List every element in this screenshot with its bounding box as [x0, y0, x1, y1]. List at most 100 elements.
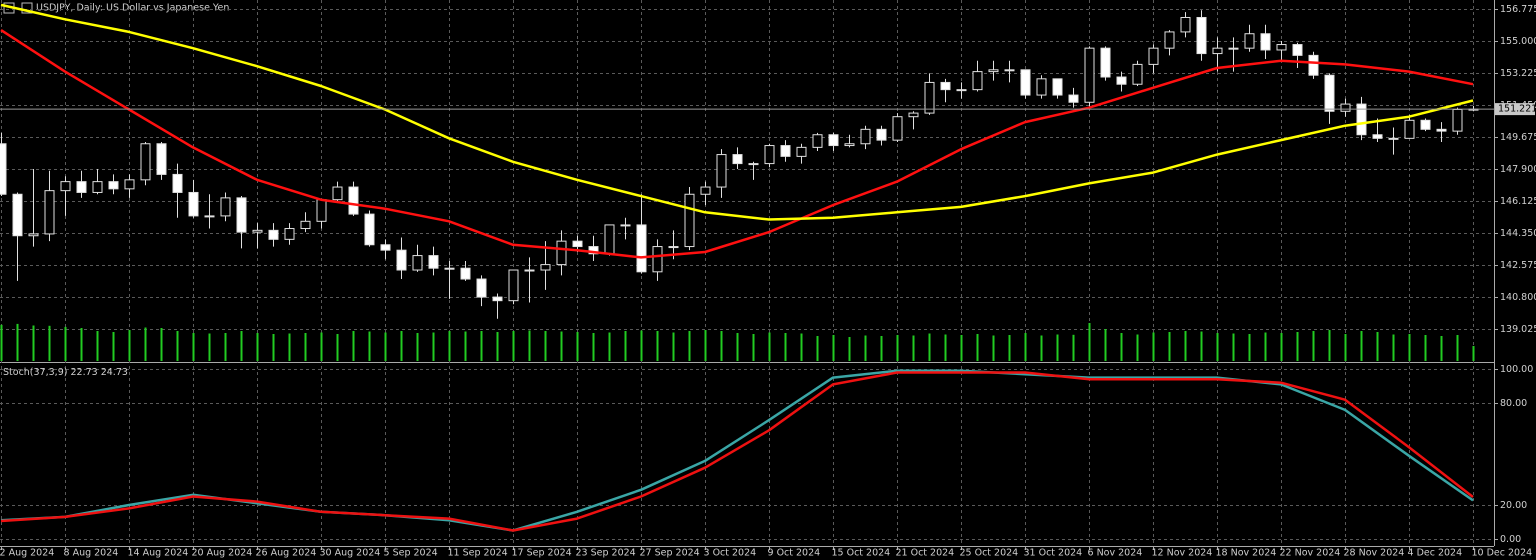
candle-body — [252, 229, 263, 233]
grid — [0, 0, 1494, 546]
candle-body — [540, 264, 551, 271]
candle-body — [1100, 47, 1111, 78]
stoch-signal-value: 24.73 — [101, 367, 128, 378]
stoch-header: Stoch(37,3,9) 22.73 24.73 — [3, 367, 128, 378]
candle-body — [1420, 119, 1431, 130]
candle-body — [812, 134, 823, 148]
candle-body — [1116, 76, 1127, 85]
candle-body — [908, 112, 919, 118]
candle-body — [572, 240, 583, 248]
candle-body — [732, 154, 743, 165]
candle-body — [828, 134, 839, 147]
candle-body — [748, 163, 759, 166]
candle-body — [0, 143, 7, 195]
candle-body — [108, 181, 119, 190]
x-tick-label: 11 Sep 2024 — [448, 548, 508, 559]
candle-body — [684, 193, 695, 248]
x-tick-label: 12 Nov 2024 — [1152, 548, 1213, 559]
candle-body — [652, 246, 663, 273]
candle-body — [716, 154, 727, 188]
moving-average — [0, 29, 1474, 259]
bid-label: 151.221 — [1498, 104, 1536, 115]
candle-body — [1356, 103, 1367, 136]
chart-title: USDJPY, Daily: US Dollar vs Japanese Yen — [36, 3, 229, 14]
x-tick-label: 31 Oct 2024 — [1024, 548, 1083, 559]
x-tick-label: 9 Oct 2024 — [768, 548, 821, 559]
candle-body — [1148, 47, 1159, 65]
candle-body — [396, 249, 407, 271]
candle-body — [156, 143, 167, 175]
y-tick-label: 100.00 — [1500, 364, 1533, 375]
candle-body — [876, 128, 887, 141]
y-tick-label: 149.675 — [1500, 132, 1536, 143]
y-tick-label: 80.00 — [1500, 398, 1527, 409]
stoch-main-value: 22.73 — [70, 367, 97, 378]
candle-body — [1388, 137, 1399, 140]
candle-body — [1340, 103, 1351, 112]
candle-body — [92, 181, 103, 193]
candle-body — [588, 246, 599, 255]
y-tick-label: 144.350 — [1500, 228, 1536, 239]
candle-body — [1164, 31, 1175, 49]
x-tick-label: 18 Nov 2024 — [1216, 548, 1277, 559]
candle-body — [796, 146, 807, 157]
y-tick-label: 146.125 — [1500, 196, 1536, 207]
candle-body — [972, 71, 983, 91]
candle-body — [268, 229, 279, 240]
candle-body — [860, 128, 871, 145]
candle-body — [1084, 47, 1095, 103]
candle-body — [124, 179, 135, 190]
candle-body — [204, 215, 215, 218]
candle-body — [140, 143, 151, 181]
candle-body — [924, 81, 935, 114]
x-tick-label: 8 Aug 2024 — [64, 548, 119, 559]
candle-body — [1276, 44, 1287, 51]
x-tick-label: 4 Dec 2024 — [1408, 548, 1463, 559]
candle-body — [284, 228, 295, 240]
candle-body — [380, 244, 391, 251]
candle-body — [1244, 33, 1255, 49]
y-tick-label: 139.025 — [1500, 324, 1536, 335]
x-tick-label: 14 Aug 2024 — [128, 548, 189, 559]
candle-body — [76, 181, 87, 193]
candle-body — [556, 240, 567, 266]
candle-body — [172, 173, 183, 193]
candle-body — [636, 224, 647, 273]
x-tick-label: 17 Sep 2024 — [512, 548, 572, 559]
candle-body — [412, 255, 423, 271]
x-tick-label: 3 Oct 2024 — [704, 548, 757, 559]
candle-body — [332, 186, 343, 201]
x-tick-label: 28 Nov 2024 — [1344, 548, 1405, 559]
candle-body — [620, 224, 631, 227]
y-tick-label: 0.00 — [1500, 534, 1521, 545]
candle-body — [492, 296, 503, 302]
x-tick-label: 23 Sep 2024 — [576, 548, 636, 559]
candle-body — [364, 213, 375, 246]
candle-body — [1196, 16, 1207, 55]
candle-body — [1436, 128, 1447, 132]
candle-body — [892, 116, 903, 141]
candle-body — [668, 246, 679, 249]
candle-body — [316, 199, 327, 222]
candle-body — [444, 267, 455, 270]
x-tick-label: 15 Oct 2024 — [832, 548, 891, 559]
stoch-label: Stoch(37,3,9) 22.73 24.73 — [3, 367, 128, 378]
y-tick-label: 155.000 — [1500, 36, 1536, 47]
candle-body — [1404, 119, 1415, 139]
candle-body — [1180, 16, 1191, 33]
candle-body — [1052, 78, 1063, 96]
stoch-name: Stoch(37,3,9) — [3, 367, 67, 378]
candle-body — [12, 193, 23, 237]
candle-body — [1036, 78, 1047, 96]
candle-body — [1068, 94, 1079, 103]
stochastic-line — [0, 371, 1474, 532]
candle-body — [844, 143, 855, 147]
candle-body — [700, 186, 711, 195]
candle-body — [1260, 33, 1271, 51]
candle-body — [428, 255, 439, 269]
candle-body — [956, 89, 967, 92]
candle-body — [28, 233, 39, 237]
candle-body — [236, 197, 247, 233]
bid-label-box — [1495, 103, 1535, 116]
